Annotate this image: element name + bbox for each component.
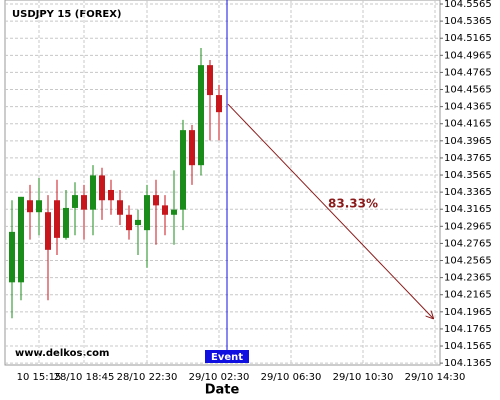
- candle-body: [198, 65, 204, 166]
- y-tick-label: 104.2565: [444, 256, 492, 267]
- y-tick-label: 104.5365: [444, 16, 492, 27]
- candle-body: [189, 130, 195, 166]
- y-tick-label: 104.3765: [444, 153, 492, 164]
- y-tick-label: 104.2965: [444, 221, 492, 232]
- candle-body: [81, 195, 87, 210]
- y-tick-label: 104.4965: [444, 50, 492, 61]
- candle-body: [36, 200, 42, 213]
- y-tick-label: 104.3965: [444, 136, 492, 147]
- x-tick-label: 29/10 10:30: [333, 372, 394, 383]
- event-label: Event: [211, 352, 243, 363]
- event-box: [205, 350, 249, 363]
- y-tick-label: 104.3365: [444, 187, 492, 198]
- y-tick-label: 104.2165: [444, 290, 492, 301]
- y-tick-label: 104.1565: [444, 341, 492, 352]
- candle-body: [27, 200, 33, 213]
- candle-body: [18, 196, 24, 283]
- candle-body: [99, 175, 105, 201]
- x-tick-label: 28/10 22:30: [117, 372, 178, 383]
- watermark: www.delkos.com: [15, 348, 109, 359]
- y-tick-label: 104.1965: [444, 307, 492, 318]
- candle-body: [63, 207, 69, 238]
- candle-body: [45, 212, 51, 250]
- candle-body: [180, 130, 186, 210]
- candle-body: [72, 195, 78, 208]
- x-tick-label: 29/10 06:30: [261, 372, 322, 383]
- x-tick-label: 29/10 14:30: [405, 372, 466, 383]
- x-tick-label: 29/10 02:30: [189, 372, 250, 383]
- y-tick-label: 104.4365: [444, 102, 492, 113]
- candle-body: [117, 200, 123, 215]
- plot-frame: [4, 0, 441, 366]
- candle-body: [9, 231, 15, 283]
- chart-title: USDJPY 15 (FOREX): [12, 9, 122, 20]
- y-tick-label: 104.3165: [444, 204, 492, 215]
- y-tick-label: 104.3565: [444, 170, 492, 181]
- x-tick-label: 10 15:15: [17, 372, 62, 383]
- candle-body: [90, 175, 96, 210]
- y-tick-label: 104.5565: [444, 0, 492, 10]
- y-tick-label: 104.5165: [444, 33, 492, 44]
- candle-body: [135, 219, 141, 226]
- x-tick-label: 28/10 18:45: [54, 372, 115, 383]
- candle-body: [153, 195, 159, 206]
- candle-body: [171, 209, 177, 215]
- y-tick-label: 104.4565: [444, 85, 492, 96]
- y-tick-label: 104.2365: [444, 273, 492, 284]
- y-tick-label: 104.1365: [444, 358, 492, 369]
- candle-body: [54, 200, 60, 238]
- forecast-label: 83.33%: [328, 197, 378, 211]
- candle-body: [108, 189, 114, 201]
- candle-body: [144, 195, 150, 231]
- y-tick-label: 104.1765: [444, 324, 492, 335]
- forecast-arrow: [227, 103, 433, 318]
- candle-body: [216, 95, 222, 113]
- candle-body: [162, 205, 168, 215]
- y-tick-label: 104.4765: [444, 67, 492, 78]
- x-axis-label: Date: [205, 383, 240, 398]
- candle-body: [207, 65, 213, 96]
- y-tick-label: 104.4165: [444, 119, 492, 130]
- candle-body: [126, 214, 132, 231]
- y-tick-label: 104.2765: [444, 238, 492, 249]
